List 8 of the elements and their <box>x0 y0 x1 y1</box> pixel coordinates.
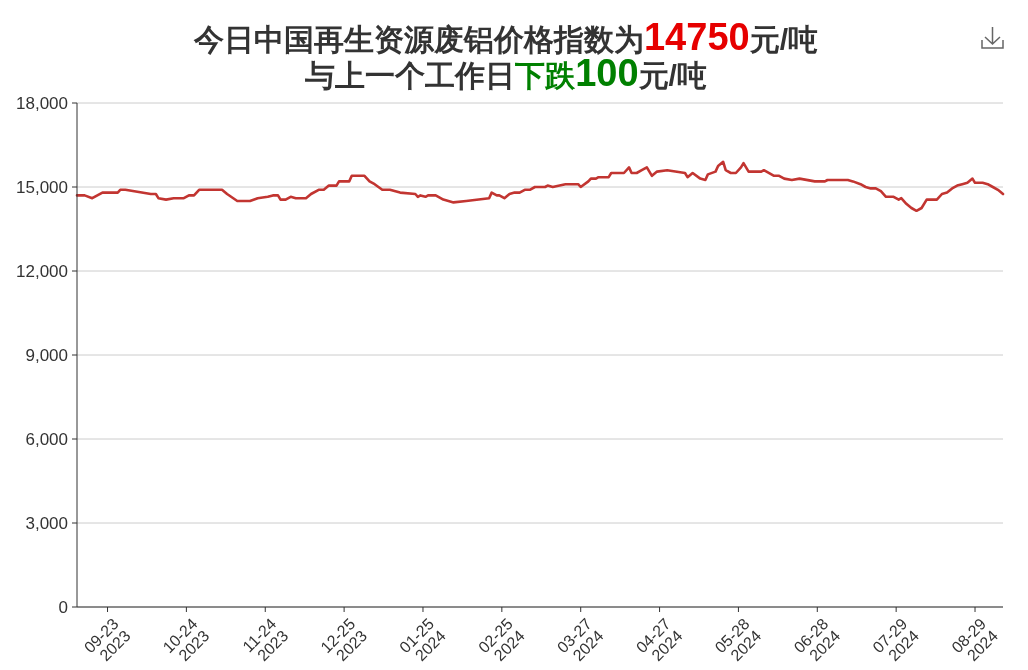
y-tick-label: 3,000 <box>25 513 68 533</box>
y-tick-label: 9,000 <box>25 345 68 365</box>
y-tick-label: 15,000 <box>16 177 68 197</box>
y-tick-label: 6,000 <box>25 429 68 449</box>
y-tick-label: 18,000 <box>16 93 68 113</box>
y-tick-label: 12,000 <box>16 261 68 281</box>
y-tick-label: 0 <box>58 597 68 617</box>
line-series <box>75 160 1005 213</box>
